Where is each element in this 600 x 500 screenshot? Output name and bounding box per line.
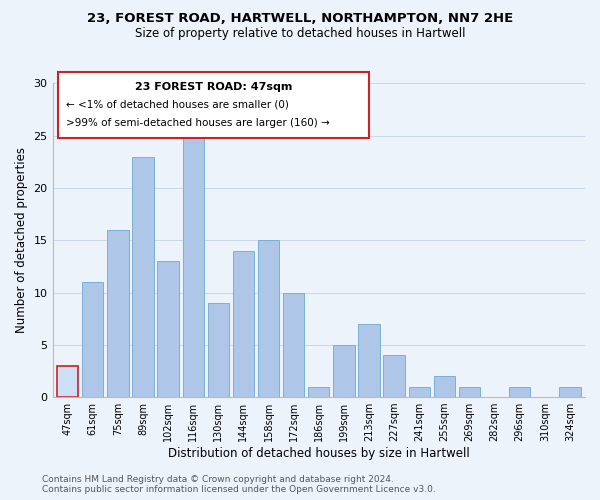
X-axis label: Distribution of detached houses by size in Hartwell: Distribution of detached houses by size … [168, 447, 470, 460]
Text: Size of property relative to detached houses in Hartwell: Size of property relative to detached ho… [135, 28, 465, 40]
Bar [308, 386, 329, 397]
Text: 23, FOREST ROAD, HARTWELL, NORTHAMPTON, NN7 2HE: 23, FOREST ROAD, HARTWELL, NORTHAMPTON, … [87, 12, 513, 26]
Text: Contains HM Land Registry data © Crown copyright and database right 2024.: Contains HM Land Registry data © Crown c… [42, 475, 394, 484]
Bar [258, 240, 279, 397]
Bar [132, 156, 154, 397]
FancyBboxPatch shape [58, 72, 370, 138]
Bar [157, 261, 179, 397]
Bar [559, 386, 581, 397]
Bar [283, 292, 304, 397]
Text: Contains public sector information licensed under the Open Government Licence v3: Contains public sector information licen… [42, 485, 436, 494]
Bar [509, 386, 530, 397]
Bar [208, 303, 229, 397]
Bar [233, 250, 254, 397]
Text: ← <1% of detached houses are smaller (0): ← <1% of detached houses are smaller (0) [66, 99, 289, 109]
Bar [333, 345, 355, 397]
Bar [107, 230, 128, 397]
Bar [409, 386, 430, 397]
Bar [358, 324, 380, 397]
Text: 23 FOREST ROAD: 47sqm: 23 FOREST ROAD: 47sqm [135, 82, 292, 92]
Bar [82, 282, 103, 397]
Text: >99% of semi-detached houses are larger (160) →: >99% of semi-detached houses are larger … [66, 118, 329, 128]
Y-axis label: Number of detached properties: Number of detached properties [15, 148, 28, 334]
Bar [459, 386, 480, 397]
Bar [57, 366, 78, 397]
Bar [434, 376, 455, 397]
Bar [182, 136, 204, 397]
Bar [383, 356, 405, 397]
